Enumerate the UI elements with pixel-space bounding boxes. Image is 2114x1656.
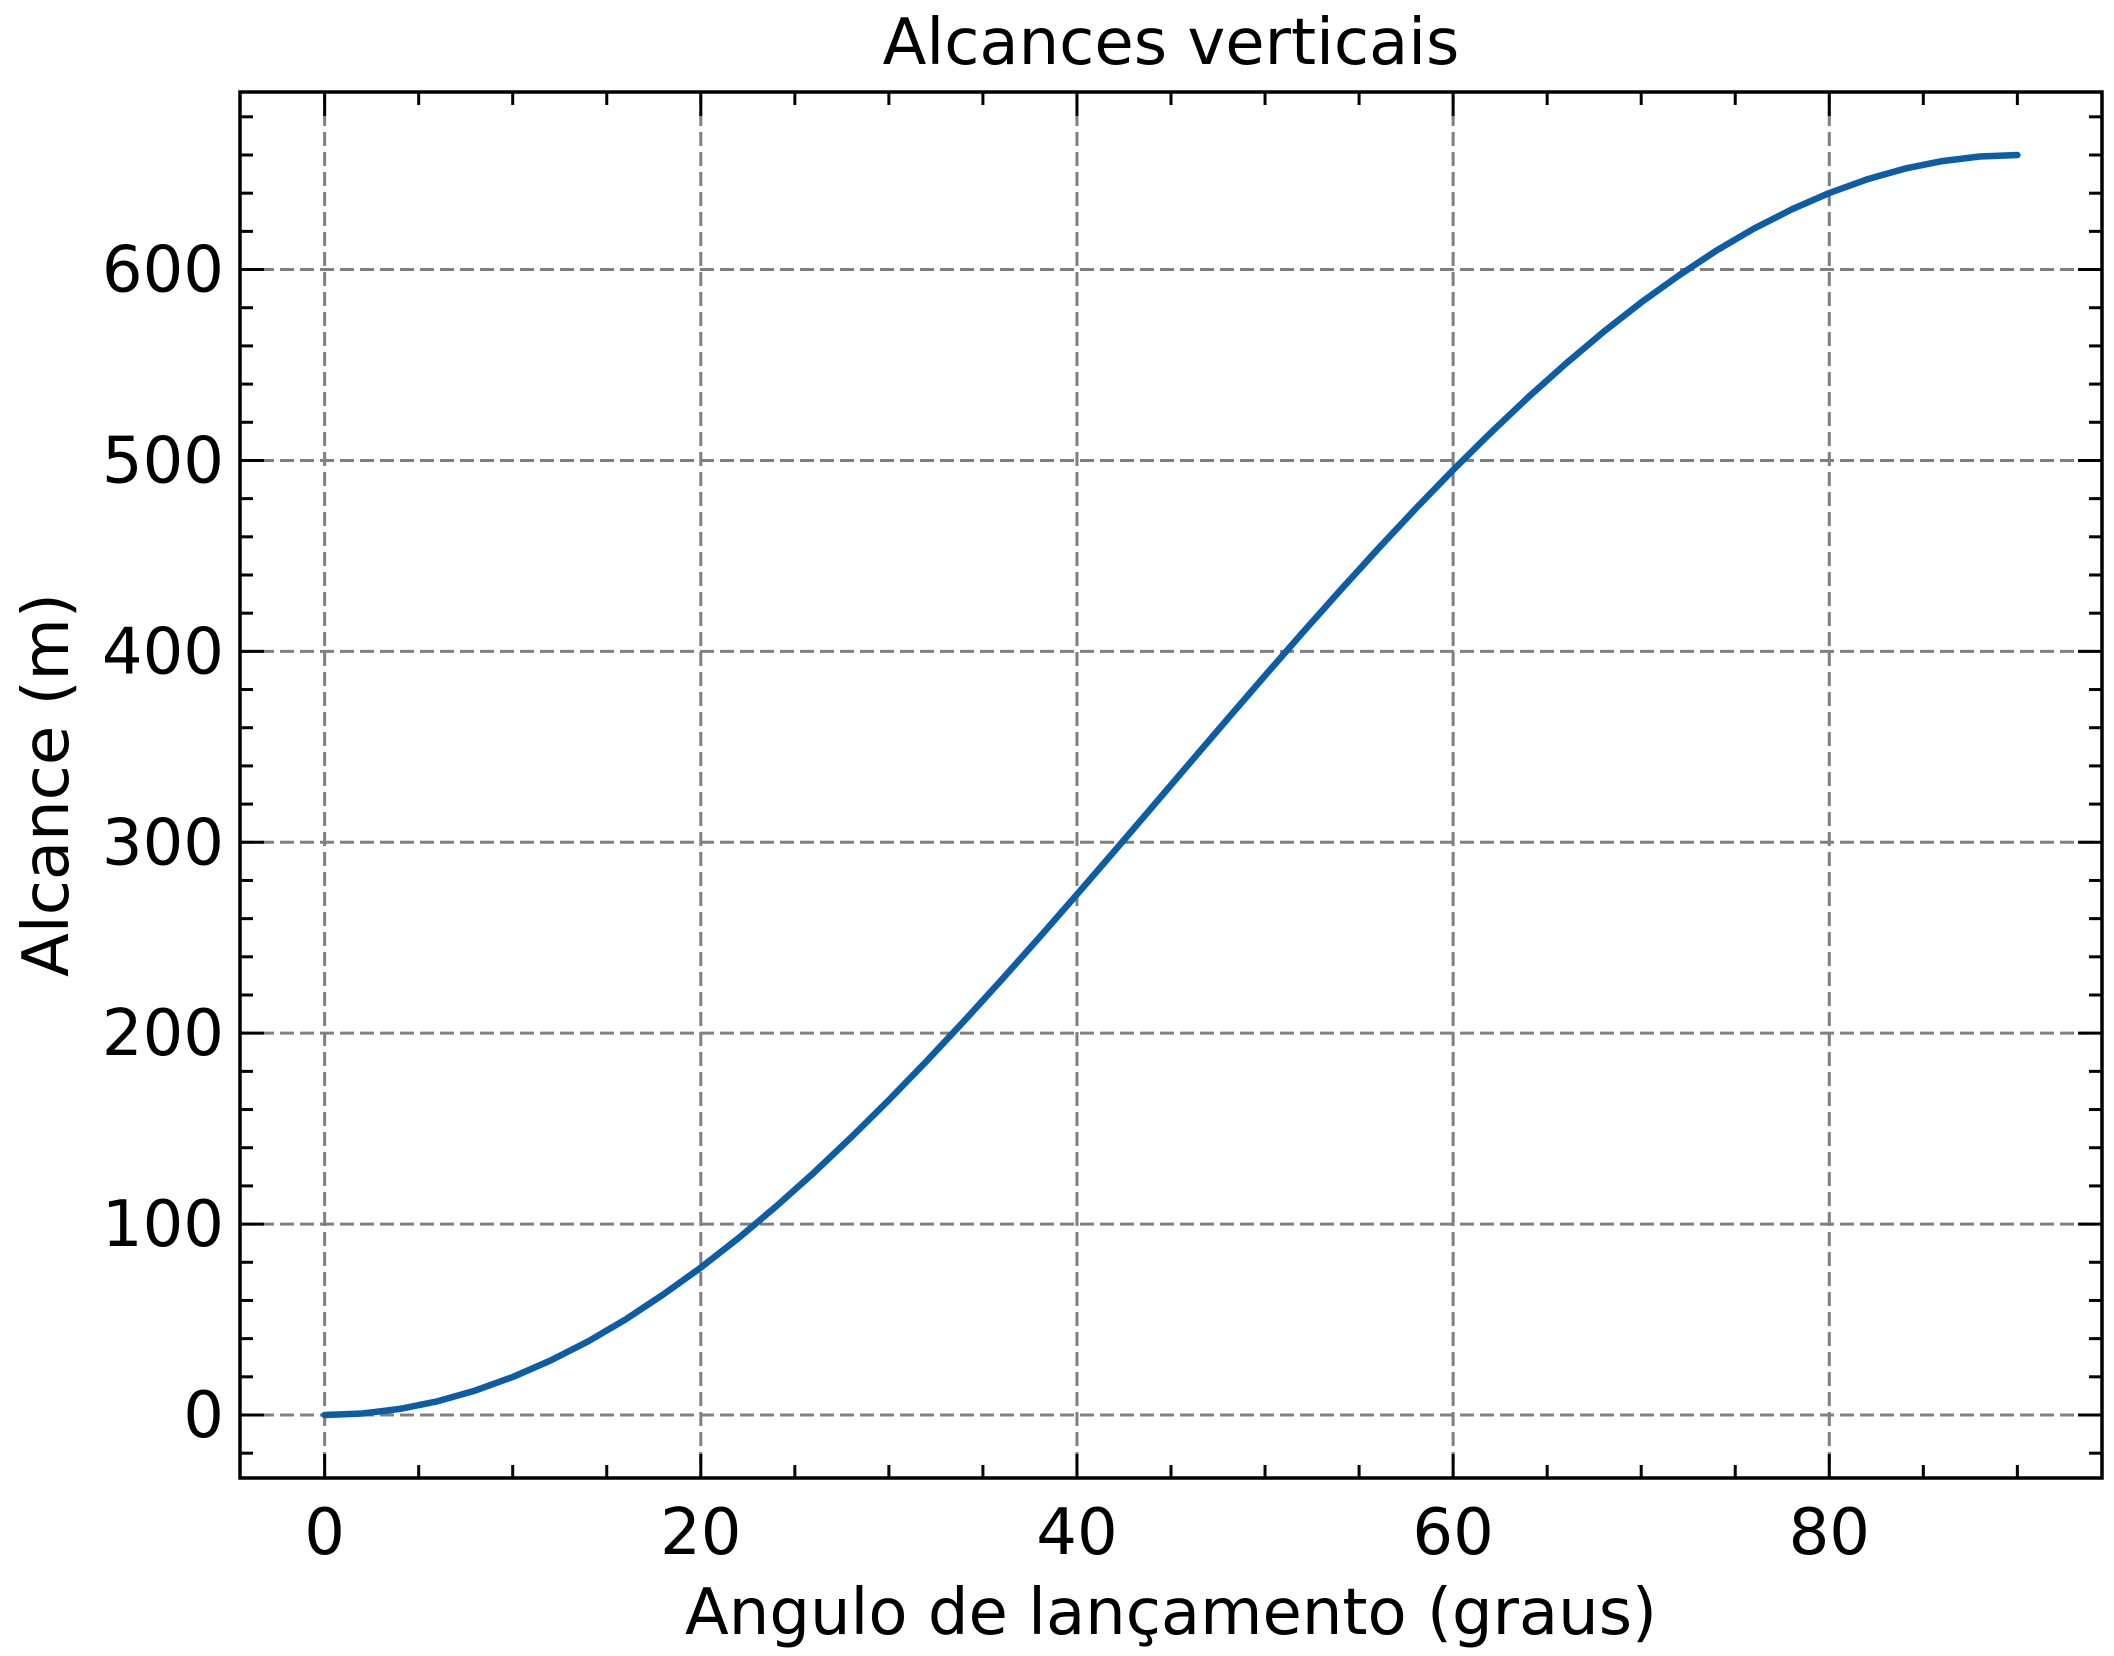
- y-tick-label: 400: [102, 615, 224, 689]
- x-tick-label: 60: [1412, 1496, 1493, 1570]
- series-line: [321, 151, 2021, 1419]
- axis-ticks: [240, 92, 2102, 1478]
- series-layer: [321, 151, 2021, 1419]
- chart-title: Alcances verticais: [883, 6, 1460, 80]
- y-tick-label: 100: [102, 1188, 224, 1262]
- y-tick-label: 500: [102, 424, 224, 498]
- y-tick-label: 600: [102, 234, 224, 308]
- y-tick-label: 0: [183, 1379, 224, 1453]
- gridlines: [240, 92, 2102, 1478]
- x-tick-label: 40: [1036, 1496, 1117, 1570]
- y-axis-label: Alcance (m): [10, 593, 84, 977]
- x-axis-label: Angulo de lançamento (graus): [685, 1576, 1657, 1650]
- plot-frame: [238, 90, 2104, 1480]
- x-tick-label: 0: [304, 1496, 345, 1570]
- y-tick-labels: 0 100 200 300 400 500 600: [102, 234, 224, 1453]
- x-tick-label: 80: [1789, 1496, 1870, 1570]
- y-tick-label: 300: [102, 806, 224, 880]
- x-tick-labels: 0 20 40 60 80: [304, 1496, 1870, 1570]
- x-tick-label: 20: [660, 1496, 741, 1570]
- y-tick-label: 200: [102, 997, 224, 1071]
